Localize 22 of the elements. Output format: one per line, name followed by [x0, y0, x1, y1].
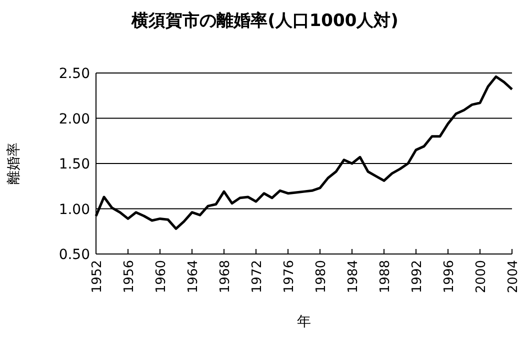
y-axis-title: 離婚率 — [6, 142, 22, 184]
x-tick-label: 1984 — [346, 260, 361, 294]
x-tick-label: 1972 — [250, 260, 265, 294]
x-tick-label: 1964 — [186, 260, 201, 294]
x-tick-label: 2004 — [506, 260, 521, 294]
x-tick-label: 1960 — [154, 260, 169, 294]
x-tick-label: 1956 — [122, 260, 137, 294]
x-axis-title: 年 — [297, 314, 311, 330]
x-tick-label: 1952 — [90, 260, 105, 294]
x-tick-label: 1968 — [218, 260, 233, 294]
x-tick-label: 1988 — [378, 260, 393, 294]
x-tick-label: 2000 — [474, 260, 489, 294]
x-tick-label: 1996 — [442, 260, 457, 294]
y-tick-label: 2.00 — [58, 111, 90, 128]
x-tick-label: 1976 — [282, 260, 297, 294]
y-tick-label: 0.50 — [58, 247, 90, 263]
x-tick-label: 1992 — [410, 260, 425, 294]
x-tick-label: 1980 — [314, 260, 329, 294]
y-tick-label: 1.50 — [58, 156, 90, 172]
y-tick-label: 1.00 — [58, 202, 90, 218]
y-tick-label: 2.50 — [58, 66, 90, 82]
chart-title: 横須賀市の離婚率(人口1000人対) — [130, 11, 398, 31]
